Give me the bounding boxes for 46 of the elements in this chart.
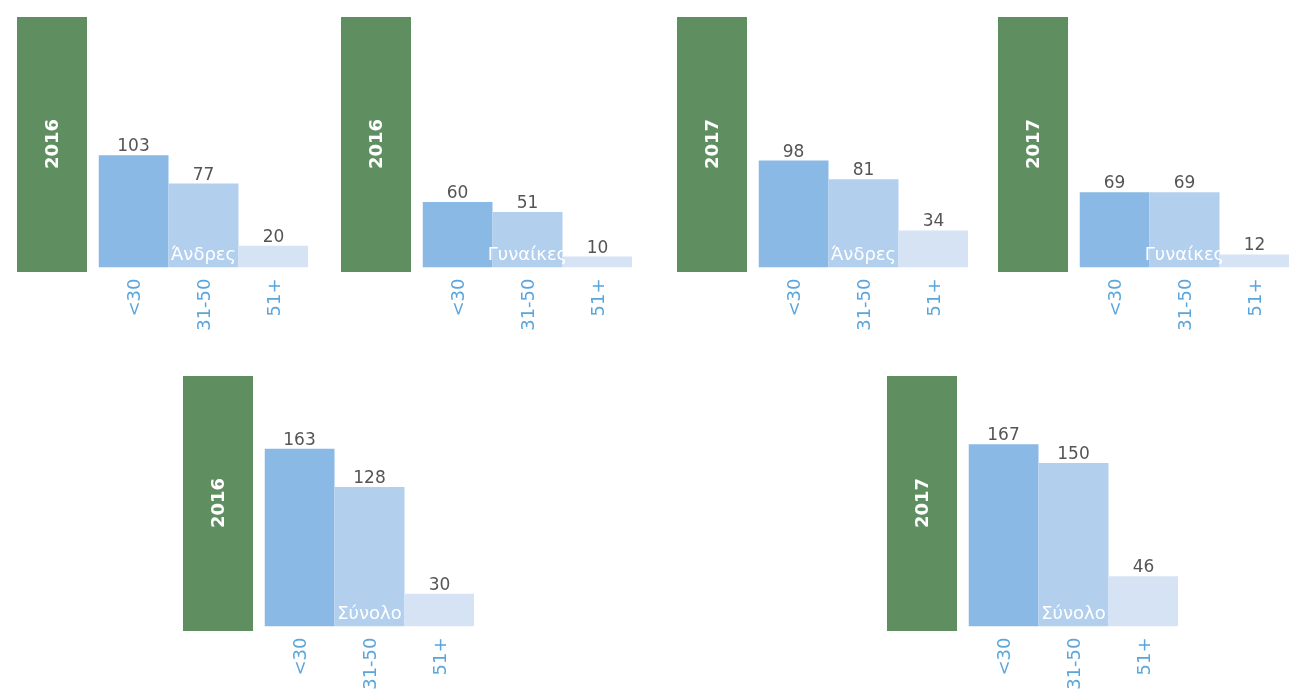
x-tick-label: 31-50 xyxy=(517,278,538,331)
x-tick-label: <30 xyxy=(1104,278,1125,317)
x-tick-label: 31-50 xyxy=(193,278,214,331)
x-tick-label: <30 xyxy=(123,278,144,317)
x-tick-label: 51+ xyxy=(429,637,450,676)
data-label: 128 xyxy=(353,466,386,487)
chart-title: 2017 xyxy=(1021,119,1045,170)
annotation: Σύνολο xyxy=(1041,601,1106,623)
data-label: 46 xyxy=(1132,556,1155,577)
data-label: 30 xyxy=(428,573,451,594)
data-label: 10 xyxy=(586,236,609,257)
x-tick-label: 31-50 xyxy=(359,637,380,690)
data-label: 34 xyxy=(922,210,945,231)
text: 2017 xyxy=(910,478,934,529)
chart-title: 2016 xyxy=(40,119,64,170)
x-tick-label: 51+ xyxy=(263,278,284,317)
x-tick-label: 51+ xyxy=(1244,278,1265,317)
data-label: 163 xyxy=(283,428,316,449)
x-tick-label: 51+ xyxy=(923,278,944,317)
x-tick-label: 31-50 xyxy=(1063,637,1084,690)
x-tick-label: 51+ xyxy=(1133,637,1154,676)
data-label: 69 xyxy=(1103,172,1126,193)
text: 2016 xyxy=(206,478,230,529)
annotation: Άνδρες xyxy=(830,242,897,264)
x-tick-label: <30 xyxy=(447,278,468,317)
data-label: 150 xyxy=(1057,442,1090,463)
data-label: 69 xyxy=(1173,172,1196,193)
x-tick-label: <30 xyxy=(993,637,1014,676)
data-label: 20 xyxy=(262,225,285,246)
chart-title: 2017 xyxy=(700,119,724,170)
x-tick-label: <30 xyxy=(783,278,804,317)
data-label: 77 xyxy=(192,163,215,184)
data-label: 98 xyxy=(782,140,805,161)
x-tick-label: <30 xyxy=(289,637,310,676)
chart-title: 2016 xyxy=(364,119,388,170)
x-tick-label: 31-50 xyxy=(1174,278,1195,331)
data-label: 51 xyxy=(516,191,539,212)
data-label: 60 xyxy=(446,182,469,203)
data-label: 12 xyxy=(1243,234,1266,255)
annotation: Άνδρες xyxy=(170,242,237,264)
x-tick-label: 31-50 xyxy=(853,278,874,331)
data-label: 103 xyxy=(117,135,150,156)
x-tick-label: 51+ xyxy=(587,278,608,317)
data-label: 167 xyxy=(987,424,1020,445)
annotation: Σύνολο xyxy=(337,601,402,623)
data-label: 81 xyxy=(852,159,875,180)
